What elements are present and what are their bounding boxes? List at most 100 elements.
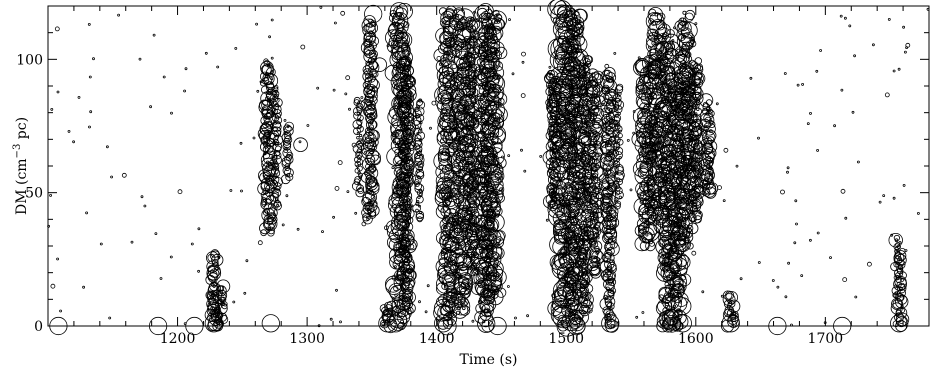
noise-point (816, 231, 820, 235)
noise-point (520, 148, 523, 152)
candidate-point (269, 93, 279, 103)
noise-point (274, 206, 278, 210)
noise-point (429, 126, 432, 130)
candidate-point (272, 162, 280, 170)
noise-point (833, 124, 836, 128)
candidate-point (451, 163, 461, 172)
noise-point (815, 69, 819, 73)
noise-point (857, 160, 860, 164)
candidate-point (444, 179, 451, 187)
noise-point (431, 100, 437, 106)
noise-point (216, 65, 220, 69)
noise-point (169, 255, 173, 259)
candidate-point (548, 204, 572, 228)
candidate-point (439, 269, 456, 286)
candidate-point (557, 289, 565, 297)
noise-point (601, 102, 605, 106)
candidate-point (493, 18, 506, 31)
noise-point (671, 39, 675, 42)
candidate-point (365, 21, 379, 35)
candidate-point (494, 157, 507, 169)
noise-point (783, 72, 787, 75)
candidate-point (356, 100, 365, 109)
candidate-point (403, 251, 411, 259)
noise-point (229, 189, 233, 192)
candidate-point (472, 131, 478, 137)
candidate-point (391, 46, 406, 61)
candidate-point (363, 15, 376, 28)
candidate-point (442, 224, 448, 230)
candidate-point (418, 98, 423, 103)
candidate-point (357, 114, 364, 122)
candidate-point (486, 13, 491, 18)
candidate-point (489, 125, 499, 135)
candidate-point (451, 136, 466, 151)
candidate-point (461, 306, 466, 311)
candidate-point (485, 98, 492, 105)
noise-point (88, 125, 91, 129)
noise-point (780, 189, 785, 195)
noise-point (794, 199, 798, 203)
noise-point (471, 319, 475, 323)
noise-point (673, 26, 676, 30)
candidate-point (684, 9, 696, 21)
candidate-point (549, 129, 557, 137)
candidate-point (404, 257, 410, 263)
x-tick-label: 1400 (419, 331, 455, 347)
candidate-point (490, 169, 505, 183)
noise-point (117, 13, 120, 17)
candidate-point (400, 90, 413, 104)
noise-point (410, 204, 414, 208)
candidate-point (260, 229, 268, 237)
noise-point (257, 240, 263, 246)
candidate-point (357, 142, 365, 151)
candidate-point (488, 246, 503, 261)
candidate-point (396, 103, 412, 118)
candidate-point (400, 238, 408, 246)
candidate-point (454, 50, 473, 69)
noise-point (306, 124, 310, 127)
candidate-point (404, 76, 416, 87)
noise-point (170, 111, 173, 115)
candidate-point (562, 297, 572, 307)
noise-point (521, 60, 525, 64)
noise-point (72, 140, 75, 144)
y-axis-title-unit: pc) (14, 117, 30, 144)
noise-point (795, 222, 798, 226)
candidate-point (705, 171, 708, 175)
candidate-point (352, 181, 362, 191)
candidate-point (483, 105, 502, 124)
noise-point (89, 110, 93, 114)
candidate-point (573, 311, 577, 315)
candidate-point (362, 70, 374, 82)
candidate-point (483, 82, 495, 94)
candidate-point (418, 127, 423, 131)
candidate-point (395, 73, 399, 77)
candidate-point (355, 188, 365, 198)
noise-point (245, 259, 249, 263)
candidate-point (402, 187, 407, 192)
noise-point (872, 43, 875, 47)
candidate-point (484, 192, 500, 208)
candidate-point (550, 298, 572, 319)
candidate-point (361, 207, 372, 218)
candidate-point (416, 132, 420, 135)
candidate-point (477, 299, 482, 304)
candidate-point (385, 220, 400, 234)
noise-point (332, 215, 336, 219)
candidate-point (465, 132, 474, 141)
candidate-point (487, 182, 493, 187)
noise-point (197, 227, 201, 231)
noise-point (130, 240, 134, 244)
candidate-point (272, 141, 283, 152)
candidate-point (399, 185, 409, 194)
candidate-point (365, 119, 377, 131)
candidate-point (725, 290, 735, 300)
candidate-point (363, 38, 373, 49)
candidate-point (403, 88, 417, 102)
noise-point (675, 265, 679, 268)
noise-point (801, 83, 804, 86)
candidate-point (568, 314, 583, 329)
candidate-point (274, 112, 281, 119)
